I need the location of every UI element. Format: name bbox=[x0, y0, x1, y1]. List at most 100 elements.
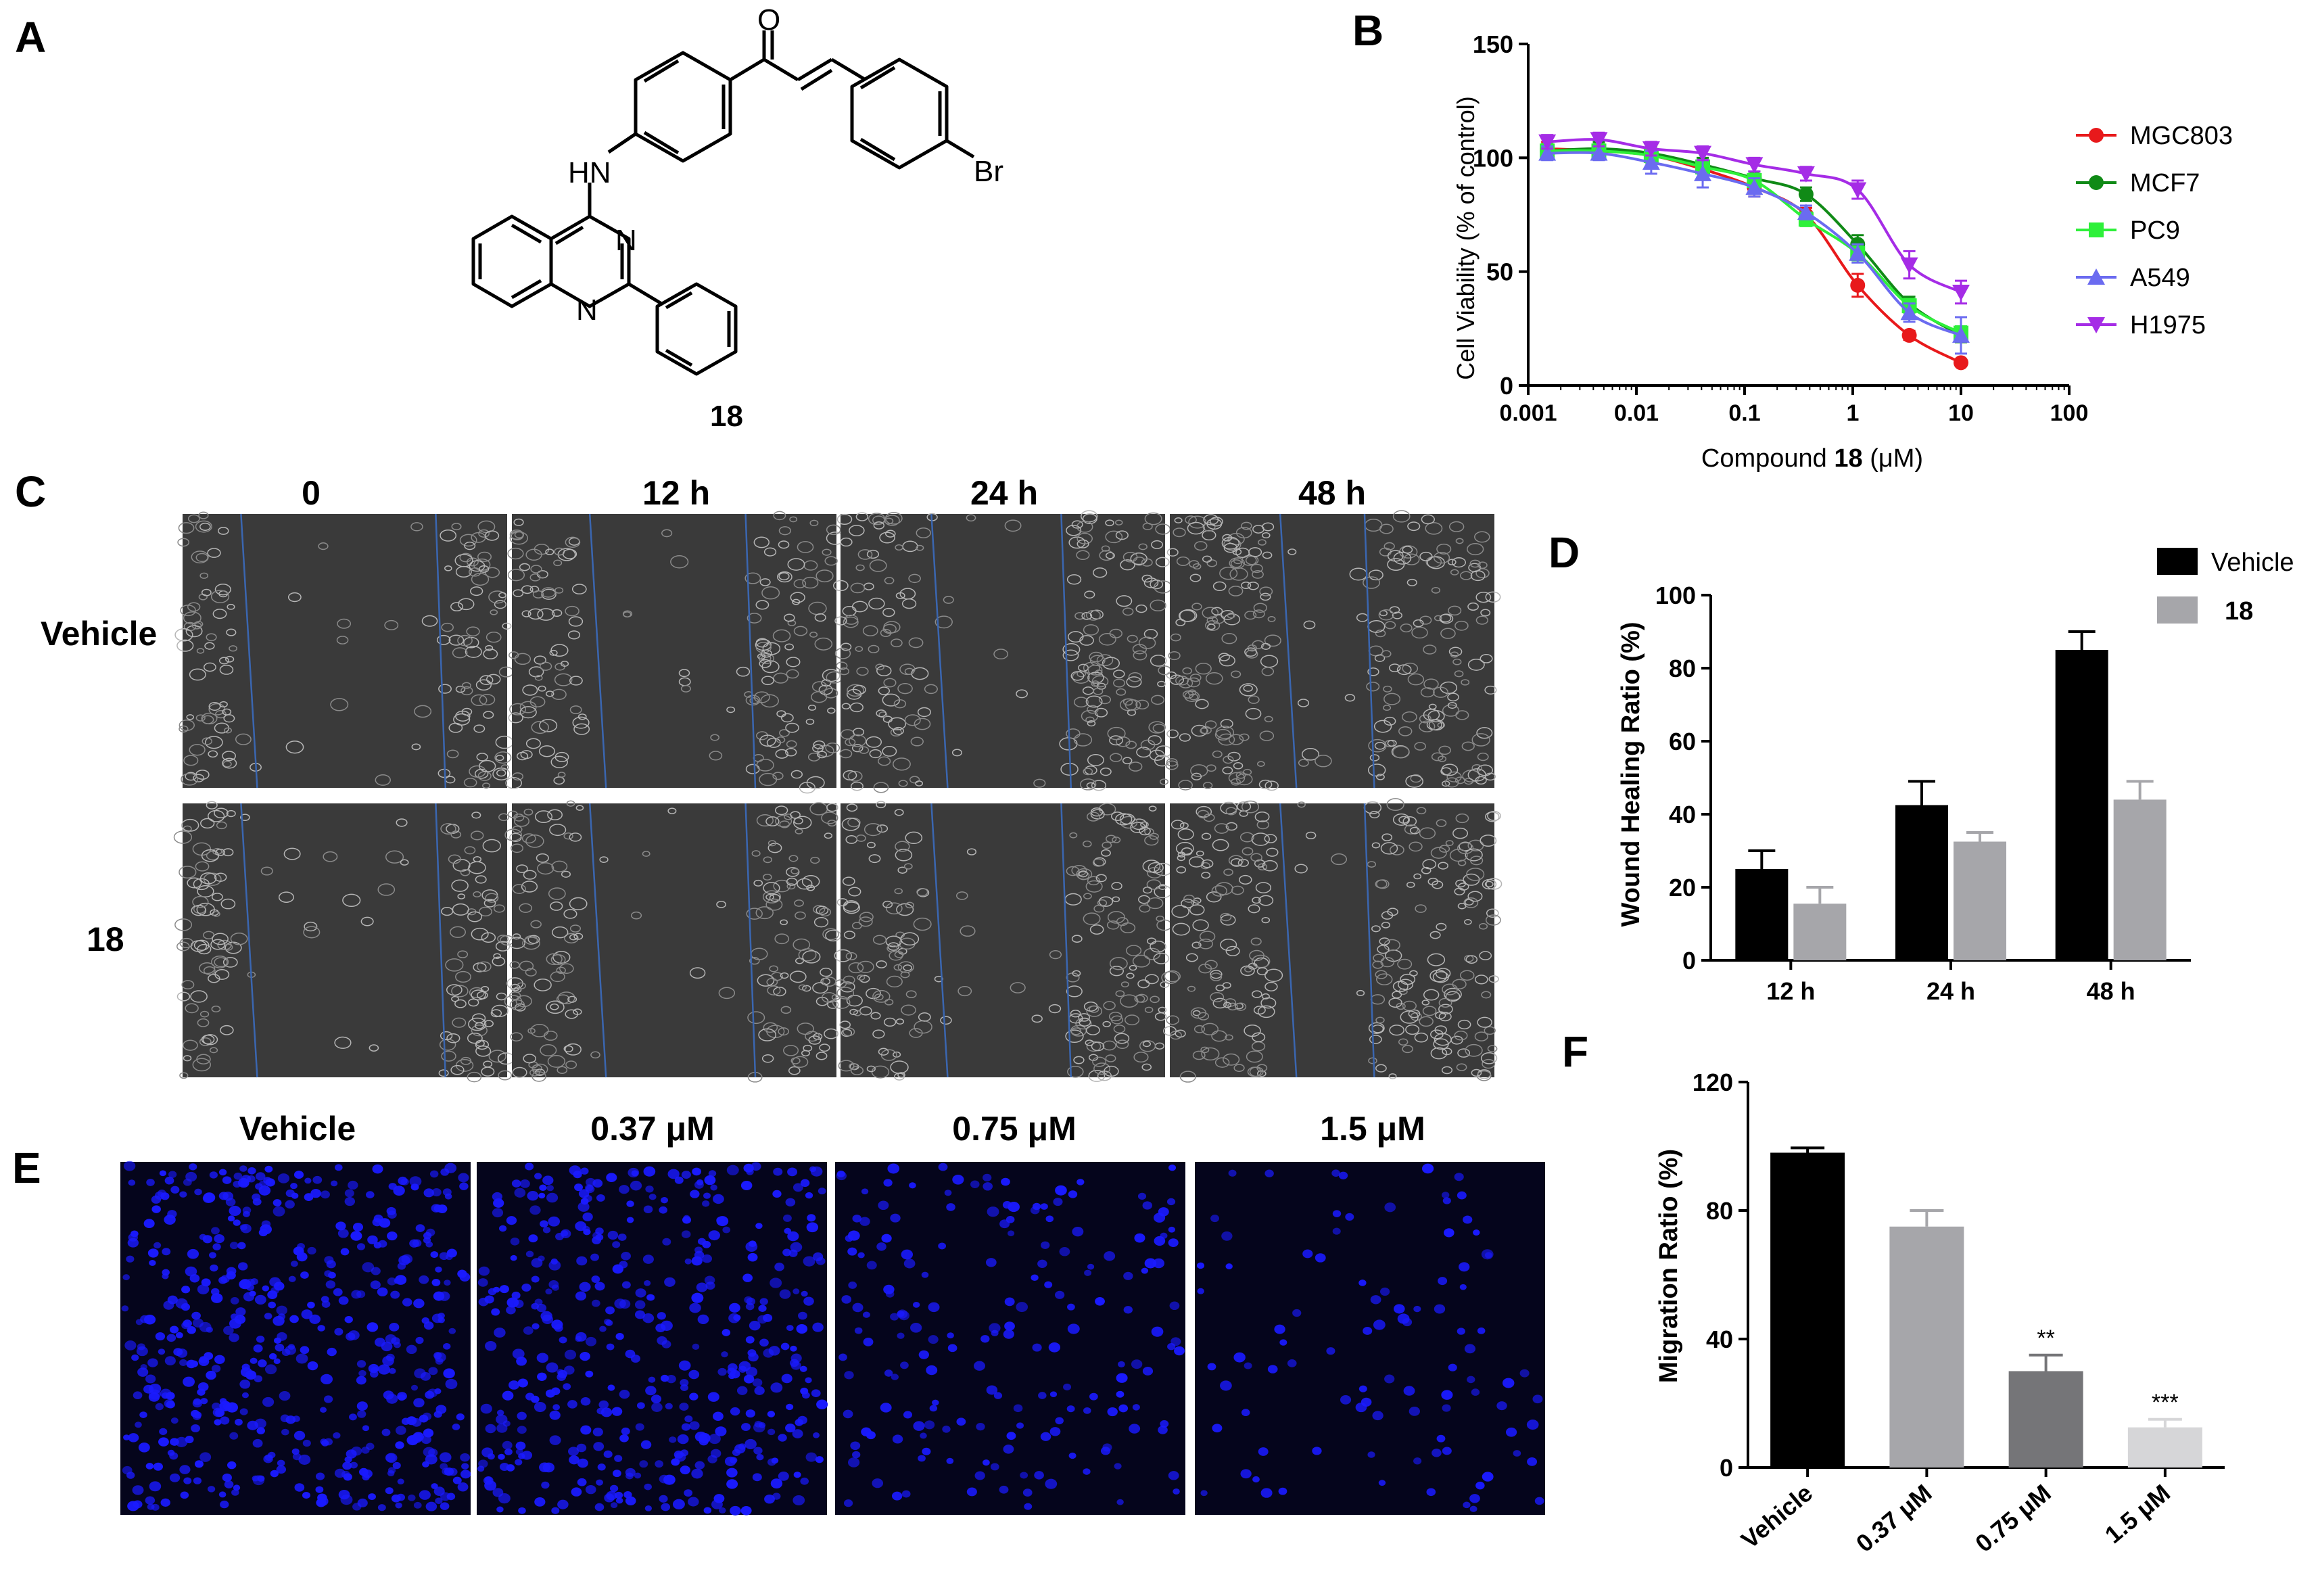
nucleus bbox=[928, 1302, 940, 1313]
micrograph-cell bbox=[342, 893, 361, 908]
nucleus bbox=[214, 1355, 225, 1364]
micrograph-cell bbox=[836, 513, 853, 525]
chart-f-xtick-label: Vehicle bbox=[1736, 1479, 1818, 1554]
micrograph-cell bbox=[1144, 512, 1162, 525]
micrograph-cell bbox=[1398, 1038, 1409, 1046]
micrograph-cell bbox=[809, 632, 818, 638]
nucleus bbox=[684, 1258, 692, 1265]
micrograph-cell bbox=[553, 559, 563, 567]
e-col-header-2: 0.75 μM bbox=[952, 1110, 1077, 1148]
micrograph-cell bbox=[1122, 607, 1134, 616]
micrograph-cell bbox=[1433, 686, 1448, 698]
micrograph-cell bbox=[571, 584, 587, 594]
micrograph-cell bbox=[1212, 581, 1227, 591]
nucleus bbox=[165, 1392, 175, 1400]
micrograph-cell bbox=[667, 807, 677, 814]
micrograph-cell bbox=[181, 980, 195, 989]
micrograph-cell bbox=[905, 831, 923, 845]
nucleus bbox=[138, 1442, 150, 1453]
nucleus bbox=[679, 1403, 689, 1411]
micrograph-cell bbox=[441, 1050, 456, 1062]
micrograph-cell bbox=[794, 899, 804, 907]
micrograph-cell bbox=[1142, 1041, 1152, 1048]
micrograph-cell bbox=[1070, 671, 1085, 681]
micrograph-cell bbox=[1102, 1040, 1116, 1051]
micrograph-cell bbox=[1389, 1025, 1404, 1036]
nucleus bbox=[1007, 1230, 1015, 1237]
micrograph-cell bbox=[859, 912, 874, 922]
nucleus bbox=[1002, 1200, 1012, 1209]
micrograph-cell bbox=[1247, 582, 1259, 590]
nucleus bbox=[537, 1372, 547, 1382]
nucleus bbox=[222, 1402, 233, 1411]
nucleus bbox=[787, 1167, 798, 1177]
nucleus bbox=[499, 1285, 509, 1294]
nucleus bbox=[307, 1361, 318, 1371]
chart-b-ytick-label: 150 bbox=[1473, 30, 1513, 58]
nucleus bbox=[315, 1486, 324, 1493]
micrograph-cell bbox=[886, 975, 903, 988]
nucleus bbox=[334, 1328, 344, 1336]
micrograph-cell bbox=[864, 823, 882, 837]
nucleus bbox=[563, 1383, 571, 1390]
micrograph-cell bbox=[1414, 742, 1427, 751]
micrograph-cell bbox=[1182, 667, 1192, 675]
nucleus bbox=[610, 1502, 618, 1509]
micrograph-cell bbox=[918, 1012, 931, 1022]
nucleus bbox=[585, 1370, 594, 1378]
nucleus bbox=[1142, 1201, 1152, 1210]
nucleus bbox=[1463, 1215, 1473, 1224]
micrograph-cell bbox=[1302, 747, 1320, 761]
nucleus bbox=[212, 1402, 221, 1411]
nucleus bbox=[439, 1252, 449, 1261]
nucleus bbox=[247, 1420, 258, 1430]
micrograph-bg bbox=[512, 803, 836, 1077]
micrograph-cell bbox=[1202, 607, 1219, 619]
micrograph-cell bbox=[1297, 801, 1306, 808]
nucleus bbox=[713, 1194, 724, 1204]
nucleus bbox=[1444, 1228, 1454, 1238]
micrograph-cell bbox=[843, 901, 860, 914]
nucleus bbox=[309, 1314, 321, 1324]
nucleus bbox=[149, 1481, 162, 1492]
micrograph-cell bbox=[884, 577, 895, 584]
micrograph-cell bbox=[893, 964, 903, 971]
micrograph-cell bbox=[1113, 1025, 1126, 1033]
micrograph-cell bbox=[200, 818, 215, 829]
nucleus bbox=[534, 1401, 546, 1413]
nucleus bbox=[189, 1274, 200, 1283]
nucleus bbox=[1241, 1409, 1250, 1417]
micrograph-cell bbox=[1454, 670, 1464, 678]
micrograph-cell bbox=[559, 963, 574, 975]
fluorescence-bg bbox=[477, 1162, 827, 1515]
micrograph-cell bbox=[507, 569, 525, 582]
micrograph-cell bbox=[1474, 975, 1488, 985]
micrograph-cell bbox=[1366, 681, 1380, 692]
micrograph-cell bbox=[893, 726, 904, 735]
nucleus bbox=[387, 1277, 397, 1286]
micrograph-cell bbox=[527, 935, 540, 944]
micrograph-cell bbox=[473, 724, 486, 733]
chart-b-ytick-label: 50 bbox=[1486, 258, 1513, 286]
nucleus bbox=[397, 1478, 404, 1484]
micrograph-cell bbox=[772, 629, 791, 642]
nucleus bbox=[1004, 1297, 1015, 1307]
micrograph-cell bbox=[1207, 624, 1216, 630]
nucleus bbox=[778, 1472, 789, 1481]
nucleus bbox=[736, 1386, 748, 1395]
chart-d-bar-18-2 bbox=[2113, 799, 2167, 960]
nucleus bbox=[991, 1330, 999, 1336]
micrograph-cell bbox=[410, 522, 423, 532]
nucleus bbox=[1482, 1472, 1494, 1482]
nucleus bbox=[1279, 1339, 1287, 1346]
nucleus bbox=[1084, 1269, 1092, 1276]
micrograph-cell bbox=[1221, 633, 1237, 644]
nucleus bbox=[664, 1277, 676, 1287]
micrograph-cell bbox=[1375, 879, 1388, 889]
micrograph-cell bbox=[519, 706, 537, 719]
micrograph-cell bbox=[477, 961, 492, 972]
micrograph-cell bbox=[520, 750, 533, 759]
micrograph-cell bbox=[875, 663, 884, 671]
nucleus bbox=[385, 1453, 396, 1463]
nucleus bbox=[516, 1357, 527, 1366]
